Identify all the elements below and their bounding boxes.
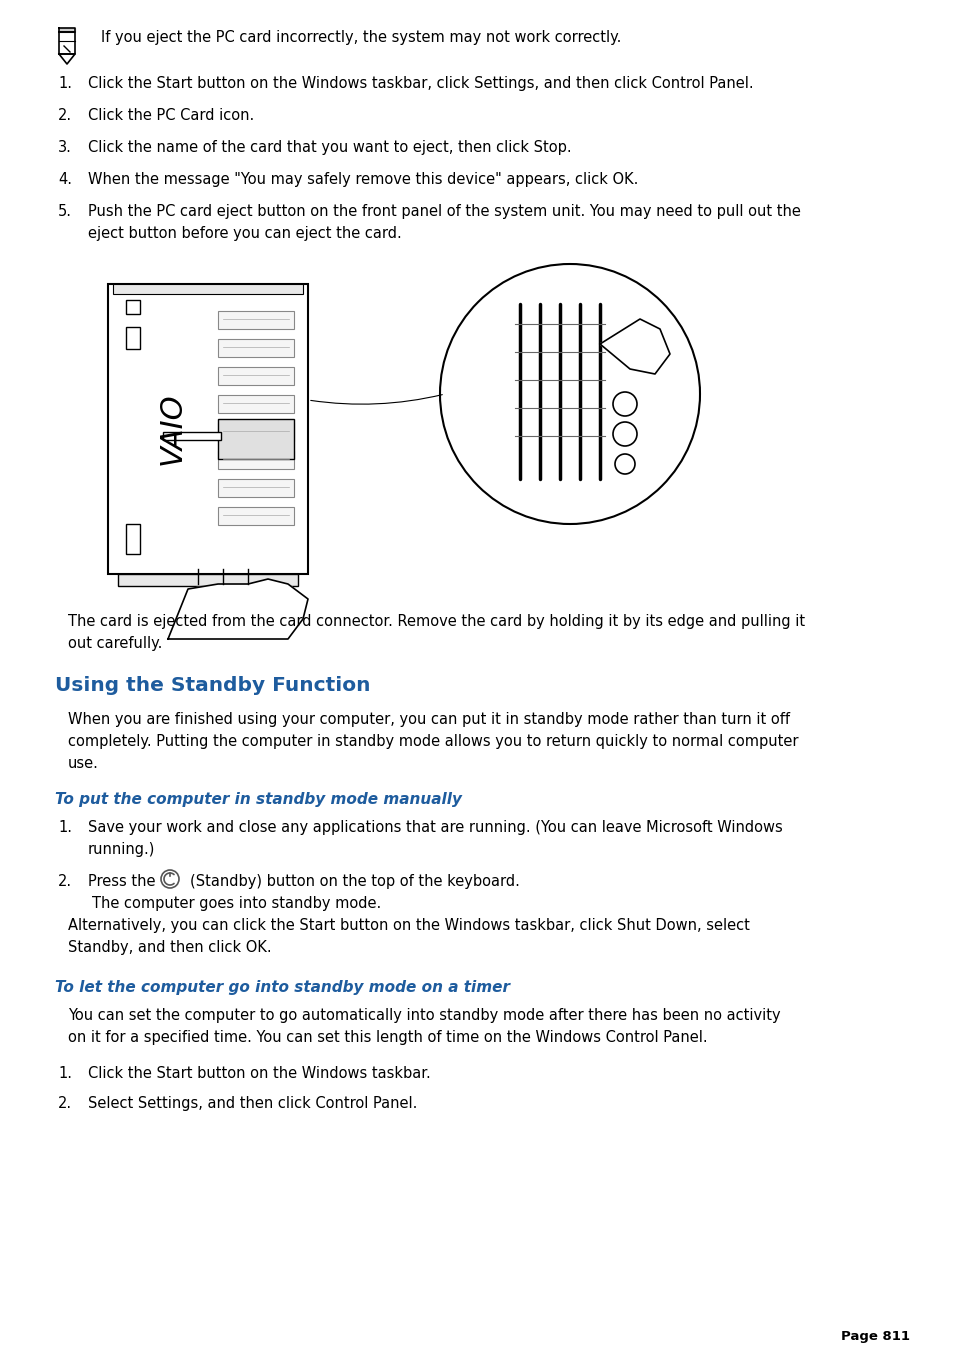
- FancyBboxPatch shape: [163, 432, 221, 440]
- Circle shape: [613, 422, 637, 446]
- Text: eject button before you can eject the card.: eject button before you can eject the ca…: [88, 226, 401, 240]
- Text: Alternatively, you can click the Start button on the Windows taskbar, click Shut: Alternatively, you can click the Start b…: [68, 917, 749, 934]
- FancyBboxPatch shape: [126, 524, 140, 554]
- Circle shape: [161, 870, 179, 888]
- Text: Standby, and then click OK.: Standby, and then click OK.: [68, 940, 272, 955]
- Circle shape: [613, 392, 637, 416]
- Text: Click the name of the card that you want to eject, then click Stop.: Click the name of the card that you want…: [88, 141, 571, 155]
- Text: To put the computer in standby mode manually: To put the computer in standby mode manu…: [55, 792, 461, 807]
- Text: 3.: 3.: [58, 141, 71, 155]
- FancyBboxPatch shape: [218, 451, 294, 469]
- Text: 2.: 2.: [58, 1096, 71, 1111]
- Text: 1.: 1.: [58, 76, 71, 91]
- Polygon shape: [59, 54, 75, 63]
- FancyBboxPatch shape: [126, 327, 140, 349]
- Text: VAIO: VAIO: [157, 393, 186, 465]
- Text: Press the: Press the: [88, 874, 155, 889]
- FancyBboxPatch shape: [218, 394, 294, 413]
- Text: You can set the computer to go automatically into standby mode after there has b: You can set the computer to go automatic…: [68, 1008, 780, 1023]
- Circle shape: [439, 263, 700, 524]
- Text: 5.: 5.: [58, 204, 71, 219]
- FancyBboxPatch shape: [112, 284, 303, 295]
- Text: running.): running.): [88, 842, 155, 857]
- Text: 1.: 1.: [58, 820, 71, 835]
- Text: Using the Standby Function: Using the Standby Function: [55, 676, 370, 694]
- Text: Click the PC Card icon.: Click the PC Card icon.: [88, 108, 254, 123]
- Text: Click the Start button on the Windows taskbar, click Settings, and then click Co: Click the Start button on the Windows ta…: [88, 76, 753, 91]
- Circle shape: [615, 454, 635, 474]
- Text: Page 811: Page 811: [841, 1329, 909, 1343]
- Text: Select Settings, and then click Control Panel.: Select Settings, and then click Control …: [88, 1096, 417, 1111]
- Text: 1.: 1.: [58, 1066, 71, 1081]
- Polygon shape: [59, 28, 75, 32]
- Text: Push the PC card eject button on the front panel of the system unit. You may nee: Push the PC card eject button on the fro…: [88, 204, 800, 219]
- Text: Click the Start button on the Windows taskbar.: Click the Start button on the Windows ta…: [88, 1066, 431, 1081]
- FancyBboxPatch shape: [218, 507, 294, 526]
- Text: To let the computer go into standby mode on a timer: To let the computer go into standby mode…: [55, 979, 510, 994]
- FancyBboxPatch shape: [218, 419, 294, 459]
- FancyBboxPatch shape: [218, 423, 294, 440]
- Text: The computer goes into standby mode.: The computer goes into standby mode.: [91, 896, 381, 911]
- Polygon shape: [599, 319, 669, 374]
- FancyBboxPatch shape: [218, 367, 294, 385]
- Text: (Standby) button on the top of the keyboard.: (Standby) button on the top of the keybo…: [190, 874, 519, 889]
- FancyBboxPatch shape: [108, 284, 308, 574]
- Text: If you eject the PC card incorrectly, the system may not work correctly.: If you eject the PC card incorrectly, th…: [101, 30, 620, 45]
- Text: The card is ejected from the card connector. Remove the card by holding it by it: The card is ejected from the card connec…: [68, 613, 804, 630]
- FancyBboxPatch shape: [218, 339, 294, 357]
- Text: Save your work and close any applications that are running. (You can leave Micro: Save your work and close any application…: [88, 820, 781, 835]
- Text: completely. Putting the computer in standby mode allows you to return quickly to: completely. Putting the computer in stan…: [68, 734, 798, 748]
- Text: out carefully.: out carefully.: [68, 636, 162, 651]
- Text: use.: use.: [68, 757, 99, 771]
- FancyBboxPatch shape: [218, 480, 294, 497]
- Text: When the message "You may safely remove this device" appears, click OK.: When the message "You may safely remove …: [88, 172, 638, 186]
- Text: When you are finished using your computer, you can put it in standby mode rather: When you are finished using your compute…: [68, 712, 789, 727]
- Text: 2.: 2.: [58, 108, 71, 123]
- Polygon shape: [59, 32, 75, 54]
- Text: 4.: 4.: [58, 172, 71, 186]
- FancyBboxPatch shape: [218, 311, 294, 330]
- FancyBboxPatch shape: [126, 300, 140, 313]
- Polygon shape: [168, 580, 308, 639]
- Text: on it for a specified time. You can set this length of time on the Windows Contr: on it for a specified time. You can set …: [68, 1029, 707, 1046]
- FancyBboxPatch shape: [118, 574, 297, 586]
- Text: 2.: 2.: [58, 874, 71, 889]
